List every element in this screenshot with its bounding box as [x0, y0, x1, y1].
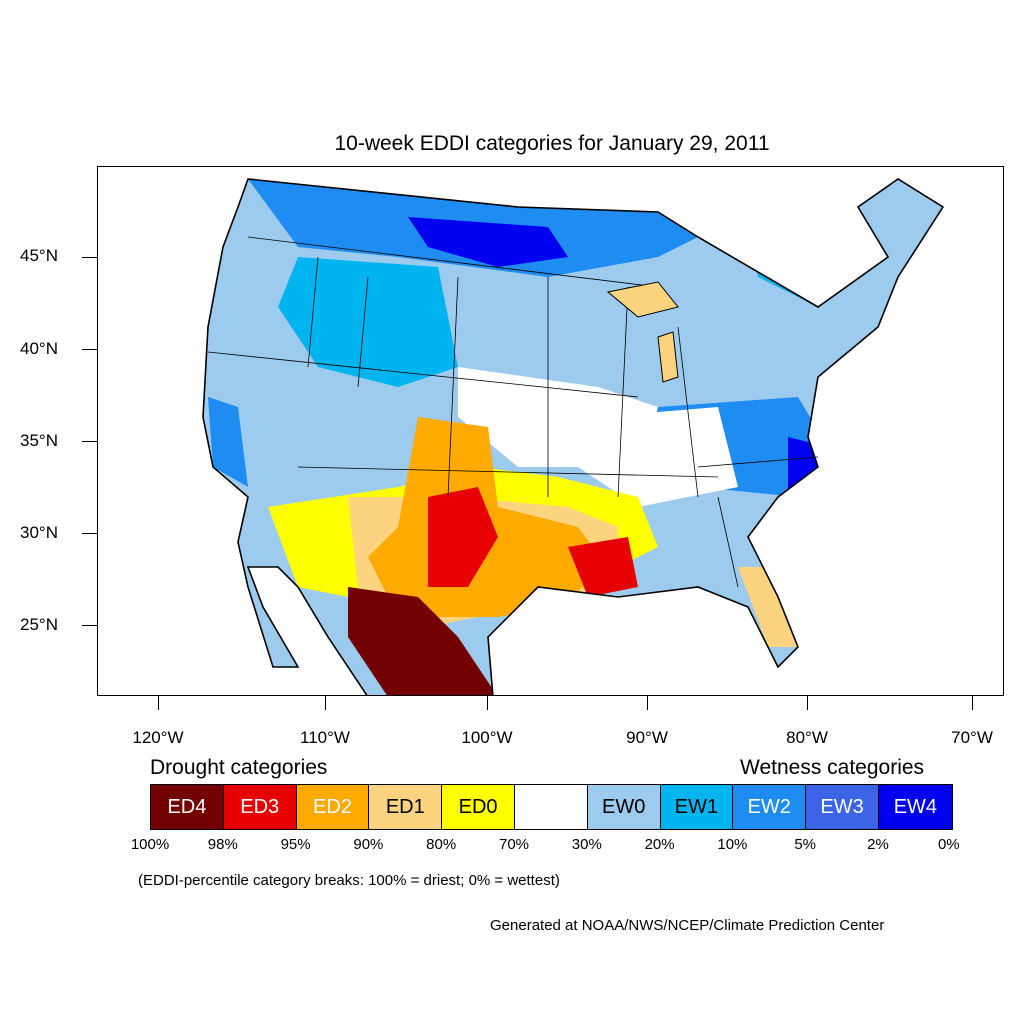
lat-tick [82, 441, 97, 442]
lon-label-70w: 70°W [951, 728, 993, 747]
eddi-map [202, 178, 945, 695]
legend-cell-neutral [514, 785, 588, 829]
legend-break-label: 70% [498, 836, 530, 853]
legend-cell-ed4: ED4 [151, 785, 224, 829]
lon-label-80w: 80°W [786, 728, 828, 747]
lat-tick [82, 533, 97, 534]
legend-break-label: 98% [207, 836, 238, 853]
lat-label-40n: 40°N [20, 339, 58, 358]
coastline-outline [202, 178, 945, 695]
lon-tick [325, 696, 326, 710]
legend-break-label: 95% [280, 836, 311, 853]
lon-tick [158, 696, 159, 710]
legend-break-label: 80% [426, 836, 457, 853]
legend-break-label: 90% [353, 836, 384, 853]
legend-cell-ew0: EW0 [587, 785, 661, 829]
wet-region-ew4-carolina [788, 437, 828, 507]
drought-region-ed4-mexico [348, 587, 498, 695]
legend-cell-ed3: ED3 [223, 785, 297, 829]
legend-break-label: 100% [130, 836, 170, 853]
lat-label-25n: 25°N [20, 615, 58, 634]
lat-label-30n: 30°N [20, 523, 58, 542]
great-lakes [606, 281, 679, 383]
wet-region-ew4-north [408, 217, 568, 267]
wetness-heading: Wetness categories [740, 756, 925, 779]
wet-region-ew1-west [278, 257, 458, 387]
lon-tick [647, 696, 648, 710]
lat-tick [82, 349, 97, 350]
legend-cell-ed0: ED0 [442, 785, 515, 829]
legend-break-label: 10% [717, 836, 748, 853]
credit-line: Generated at NOAA/NWS/NCEP/Climate Predi… [490, 917, 885, 934]
legend-cell-ew1: EW1 [660, 785, 734, 829]
neutral-region-south [578, 407, 738, 507]
legend-colorbar: ED4 ED3 ED2 ED1 ED0 EW0 EW1 EW2 EW3 EW4 [150, 784, 953, 830]
legend-cell-ew4: EW4 [878, 785, 952, 829]
state-borders [207, 236, 819, 588]
legend-break-label: 30% [571, 836, 602, 853]
legend-cell-ed1: ED1 [369, 785, 443, 829]
lon-tick [807, 696, 808, 710]
legend-break-label: 5% [794, 836, 817, 853]
lon-label-120w: 120°W [132, 728, 184, 747]
legend-cell-ew2: EW2 [733, 785, 807, 829]
legend-cell-ed2: ED2 [296, 785, 370, 829]
legend-break-label: 0% [937, 836, 960, 853]
wet-region-ew2-california [208, 397, 248, 487]
lat-label-35n: 35°N [20, 431, 58, 450]
lon-tick [487, 696, 488, 710]
lon-tick [972, 696, 973, 710]
category-note: (EDDI-percentile category breaks: 100% =… [138, 872, 560, 889]
legend-break-label: 20% [644, 836, 675, 853]
lat-label-45n: 45°N [20, 246, 58, 265]
lat-tick [82, 625, 97, 626]
map-panel [97, 166, 1004, 696]
drought-region-ed3-louisiana [568, 537, 638, 597]
lon-label-100w: 100°W [461, 728, 513, 747]
map-title: 10-week EDDI categories for January 29, … [334, 132, 770, 155]
drought-heading: Drought categories [150, 756, 328, 779]
legend-break-label: 2% [867, 836, 889, 853]
lon-label-90w: 90°W [626, 728, 668, 747]
lat-tick [82, 257, 97, 258]
legend-cell-ew3: EW3 [806, 785, 879, 829]
lon-label-110w: 110°W [300, 728, 350, 747]
drought-region-ed3-texas [428, 487, 498, 587]
